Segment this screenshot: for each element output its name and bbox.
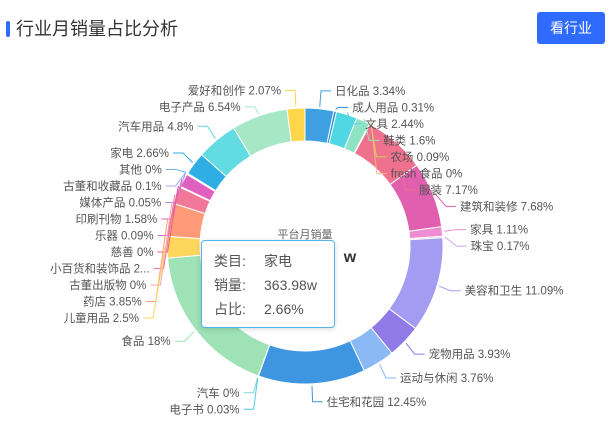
page-title: 行业月销量占比分析 xyxy=(16,19,178,39)
slice-label-成人用品: 成人用品 0.31% xyxy=(352,101,434,114)
slice-label-宠物用品: 宠物用品 3.93% xyxy=(429,347,511,361)
slice-label-古董出版物: 古董出版物 0% xyxy=(69,278,146,292)
leader-美容和卫生 xyxy=(438,285,461,292)
tooltip-category-label: 类目: xyxy=(214,253,246,269)
center-title: 平台月销量 xyxy=(278,227,333,241)
slice-label-鞋类: 鞋类 1.6% xyxy=(383,133,435,147)
leader-汽车 xyxy=(243,377,259,394)
slice-label-家电: 家电 2.66% xyxy=(110,146,169,160)
slice-label-电子书: 电子书 0.03% xyxy=(169,403,239,416)
leader-食品 xyxy=(174,331,195,342)
slice-label-美容和卫生: 美容和卫生 11.09% xyxy=(465,284,564,298)
tooltip-category-value: 家电 xyxy=(264,253,292,269)
slice-label-fresh-食品: fresh 食品 0% xyxy=(391,166,463,180)
tooltip-sales-label: 销量: xyxy=(214,277,246,293)
slice-label-服装: 服装 7.17% xyxy=(419,184,478,197)
leader-运动与休闲 xyxy=(379,364,397,379)
slice-label-汽车用品: 汽车用品 4.8% xyxy=(118,119,193,133)
slice-儿童用品[interactable] xyxy=(166,235,201,259)
leader-成人用品 xyxy=(335,106,349,110)
slice-label-古董和收藏品: 古董和收藏品 0.1% xyxy=(63,179,161,193)
leader-汽车用品 xyxy=(197,125,216,139)
slice-label-印刷刊物: 印刷刊物 1.58% xyxy=(75,212,157,226)
title-accent-bar xyxy=(6,21,10,37)
tooltip-row-sales: 销量: 363.98w xyxy=(214,273,334,297)
slice-label-建筑和装修: 建筑和装修 7.68% xyxy=(460,199,553,213)
slice-label-日化品: 日化品 3.34% xyxy=(335,84,405,98)
slice-住宅和花园[interactable] xyxy=(257,340,365,385)
center-value: w xyxy=(343,249,357,266)
leader-慈善 xyxy=(157,186,179,253)
slice-label-媒体产品: 媒体产品 0.05% xyxy=(79,195,161,209)
leader-古董出版物 xyxy=(150,202,173,286)
header: 行业月销量占比分析 看行业 xyxy=(0,0,609,56)
leader-其他 xyxy=(165,168,187,173)
leader-电子产品 xyxy=(244,106,260,115)
slice-label-汽车: 汽车 0% xyxy=(197,386,240,400)
slice-label-文具: 文具 2.44% xyxy=(365,117,424,131)
donut-slices xyxy=(166,107,444,385)
slice-label-家具: 家具 1.11% xyxy=(470,223,528,237)
leader-小百货和装饰品 xyxy=(153,194,176,269)
tooltip-row-category: 类目: 家电 xyxy=(214,249,334,273)
tooltip-row-share: 占比: 2.66% xyxy=(214,297,334,321)
slice-label-食品: 食品 18% xyxy=(121,334,170,348)
leader-鞋类 xyxy=(363,118,380,141)
slice-label-农场: 农场 0.09% xyxy=(390,150,449,164)
leader-建筑和装修 xyxy=(434,193,456,207)
slice-label-珠宝: 珠宝 0.17% xyxy=(471,239,530,253)
leader-服装 xyxy=(396,140,416,191)
slice-label-运动与休闲: 运动与休闲 3.76% xyxy=(400,371,493,385)
leader-住宅和花园 xyxy=(311,385,323,403)
slice-label-爱好和创作: 爱好和创作 2.07% xyxy=(188,83,281,97)
leader-古董和收藏品 xyxy=(165,172,187,187)
slice-label-其他: 其他 0% xyxy=(119,163,162,176)
leader-家具 xyxy=(444,229,467,232)
leader-家电 xyxy=(173,152,193,163)
chart-tooltip: 类目: 家电 销量: 363.98w 占比: 2.66% xyxy=(201,240,335,328)
tooltip-sales-value: 363.98w xyxy=(264,277,317,293)
leader-珠宝 xyxy=(444,236,467,247)
slice-label-电子产品: 电子产品 6.54% xyxy=(159,100,241,114)
leader-儿童用品 xyxy=(143,247,166,319)
slice-label-慈善: 慈善 0% xyxy=(111,245,154,259)
slice-label-药店: 药店 3.85% xyxy=(83,294,142,308)
tooltip-share-label: 占比: xyxy=(214,301,246,317)
leader-文具 xyxy=(346,112,362,125)
slice-label-住宅和花园: 住宅和花园 12.45% xyxy=(327,395,427,409)
slice-label-小百货和装饰品: 小百货和装饰品 2... xyxy=(50,261,150,275)
slice-爱好和创作[interactable] xyxy=(286,107,306,143)
view-industry-button[interactable]: 看行业 xyxy=(537,12,605,44)
leader-宠物用品 xyxy=(405,342,425,355)
label-leader-lines xyxy=(143,89,467,410)
leader-日化品 xyxy=(319,90,332,107)
leader-爱好和创作 xyxy=(285,89,297,107)
slice-label-儿童用品: 儿童用品 2.5% xyxy=(64,311,139,325)
slice-labels: 日化品 3.34% 成人用品 0.31% 文具 2.44% 鞋类 1.6% 农场 0.0… xyxy=(50,83,563,416)
tooltip-share-value: 2.66% xyxy=(264,301,304,317)
slice-label-乐器: 乐器 0.09% xyxy=(95,229,154,242)
leader-fresh-食品 xyxy=(370,122,387,174)
leader-电子书 xyxy=(243,377,259,410)
